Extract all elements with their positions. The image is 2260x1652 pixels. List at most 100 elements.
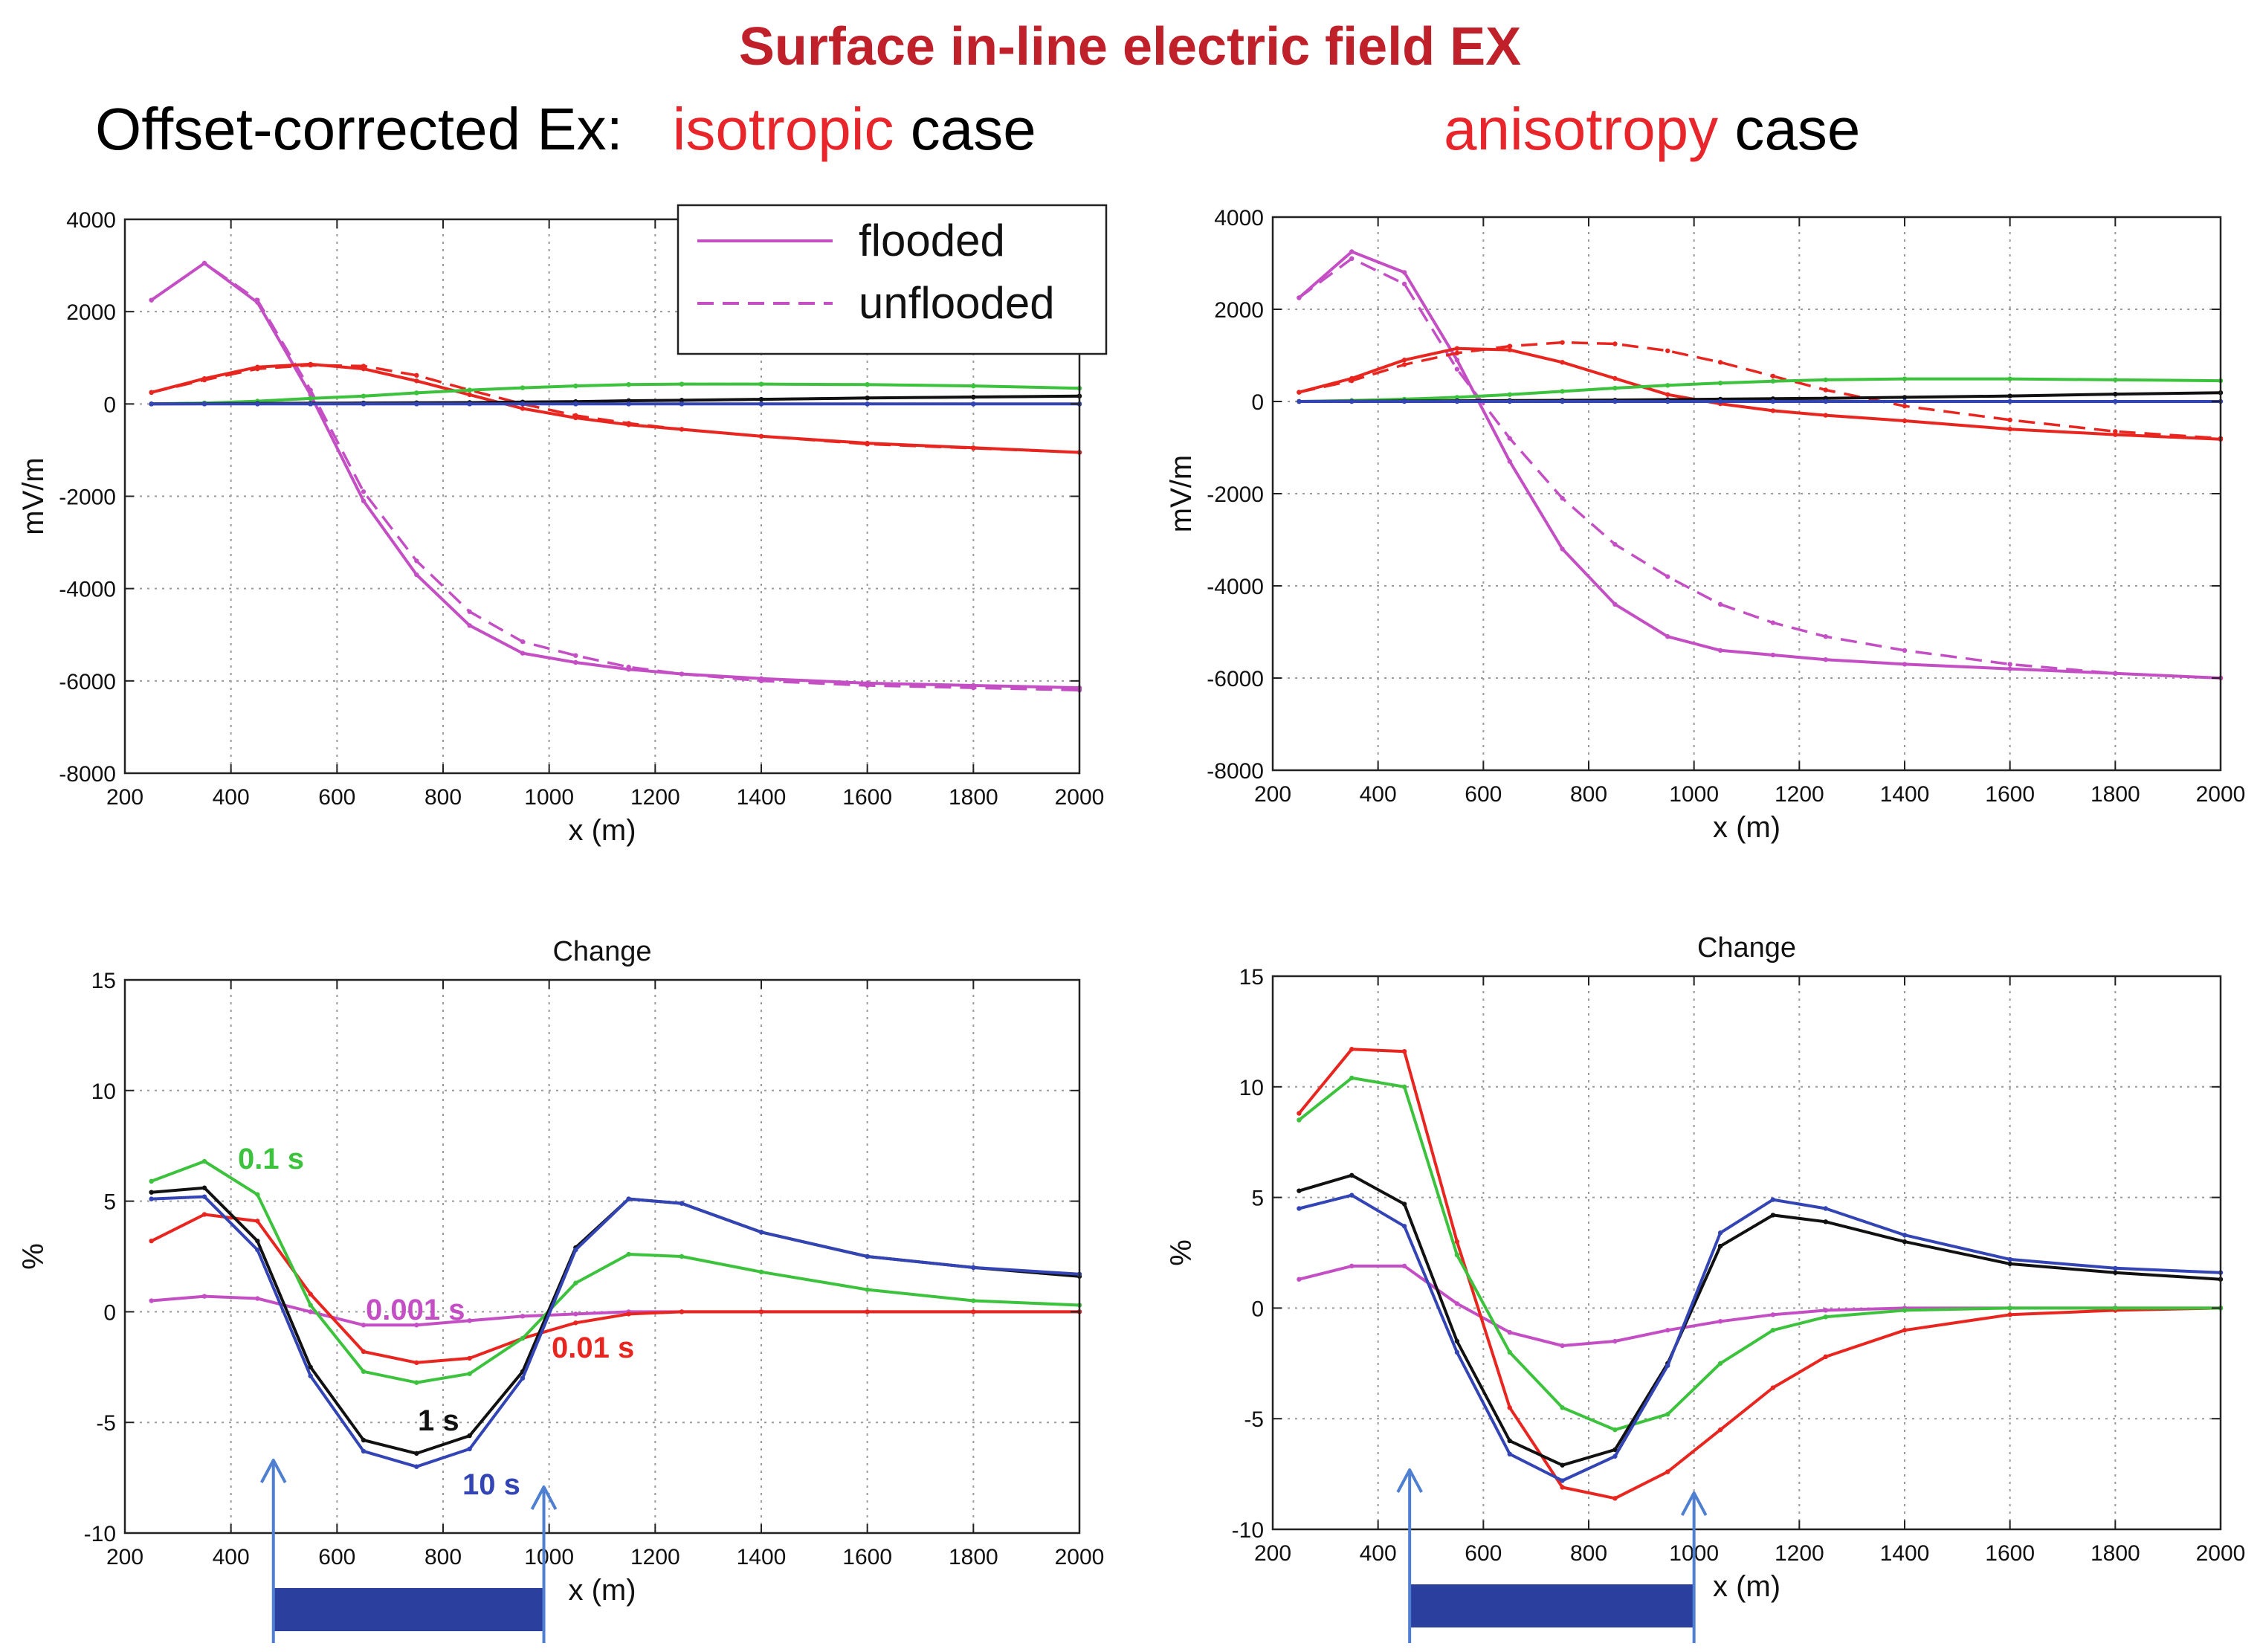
data-point [626,421,631,426]
data-point [1454,358,1460,363]
data-point [1823,1314,1828,1320]
data-point [758,401,764,407]
data-point [467,401,472,407]
y-axis-label: mV/m [1165,455,1198,532]
data-point [414,401,419,407]
x-tick-label: 1800 [2090,782,2140,807]
data-point [865,396,870,401]
y-tick-label: -10 [1232,1518,1264,1543]
data-point [2113,391,2118,397]
data-point [1507,1438,1512,1444]
data-point [1401,362,1407,367]
y-tick-label: 0 [1251,390,1264,415]
subhead-right: anisotropy case [1444,95,1860,164]
data-point [520,406,526,411]
data-point [467,1318,472,1323]
data-point [758,433,764,439]
y-tick-label: 2000 [1214,298,1264,323]
x-tick-label: 1000 [524,785,574,810]
region-arrow-head [1680,1491,1708,1516]
data-point [1823,413,1828,418]
data-point [414,572,419,578]
data-point [1612,375,1618,381]
x-tick-label: 800 [424,1545,462,1569]
data-point [467,392,472,398]
data-point [149,390,154,396]
data-point [414,1323,419,1328]
subhead-left-suffix: case [894,96,1036,162]
data-point [1665,348,1670,353]
data-point [1717,601,1723,607]
plot-frame [123,978,1081,1535]
data-point [308,362,313,368]
data-point [1770,408,1776,413]
series-annotation: 1 s [418,1404,459,1437]
data-point [1612,1453,1618,1459]
data-point [1902,395,1908,400]
data-point [2007,399,2012,404]
data-point [573,383,578,389]
data-point [1454,1239,1460,1245]
data-point [865,401,870,407]
data-point [1717,399,1723,404]
y-tick-label: -5 [96,1411,116,1436]
data-point [1770,1197,1776,1202]
data-point [255,1238,260,1244]
data-point [201,401,207,407]
x-tick-label: 200 [106,1545,143,1569]
data-point [308,1303,313,1308]
data-point [201,1294,207,1299]
data-point [149,1178,154,1184]
data-point [361,1448,367,1454]
y-tick-label: 15 [91,969,116,993]
data-point [1454,346,1460,351]
data-point [467,1355,472,1361]
data-point [1612,1496,1618,1501]
legend-label-unflooded: unflooded [859,278,1055,328]
data-point [1507,343,1512,349]
data-point [971,383,976,389]
data-point [1665,574,1670,579]
data-point [308,387,313,393]
data-point [1560,1462,1565,1468]
data-point [1349,1075,1355,1081]
data-point [1349,399,1355,404]
data-point [2007,1306,2012,1311]
data-point [1717,360,1723,365]
data-point [255,1192,260,1197]
series-annotation: 0.01 s [552,1332,634,1364]
data-point [1665,1327,1670,1333]
data-point [467,1446,472,1452]
data-point [1560,340,1565,345]
x-axis-label: x (m) [568,814,636,847]
region-marker [259,1459,558,1643]
data-point [1454,350,1460,356]
series-annotation: 0.001 s [366,1294,465,1326]
data-point [149,1298,154,1303]
x-tick-label: 600 [1465,1541,1502,1566]
data-point [361,1349,367,1355]
x-tick-label: 400 [1360,782,1397,807]
x-tick-label: 400 [213,785,250,810]
data-point [149,1190,154,1195]
data-point [255,401,260,407]
data-point [361,1437,367,1443]
data-point [1902,662,1908,667]
data-point [308,1364,313,1370]
data-point [626,401,631,407]
figure-title: Surface in-line electric field EX [738,17,1522,77]
data-point [1665,1412,1670,1417]
y-tick-label: -4000 [59,578,116,602]
data-point [971,1298,976,1303]
data-point [1823,399,1828,404]
data-point [758,1309,764,1314]
y-tick-label: 0 [1251,1297,1264,1321]
x-tick-label: 2000 [1055,785,1105,810]
data-point [865,442,870,447]
plot-area [125,980,1079,1533]
data-point [361,401,367,407]
data-point [865,683,870,688]
data-point [1665,1363,1670,1368]
data-point [361,1323,367,1328]
data-point [971,394,976,400]
